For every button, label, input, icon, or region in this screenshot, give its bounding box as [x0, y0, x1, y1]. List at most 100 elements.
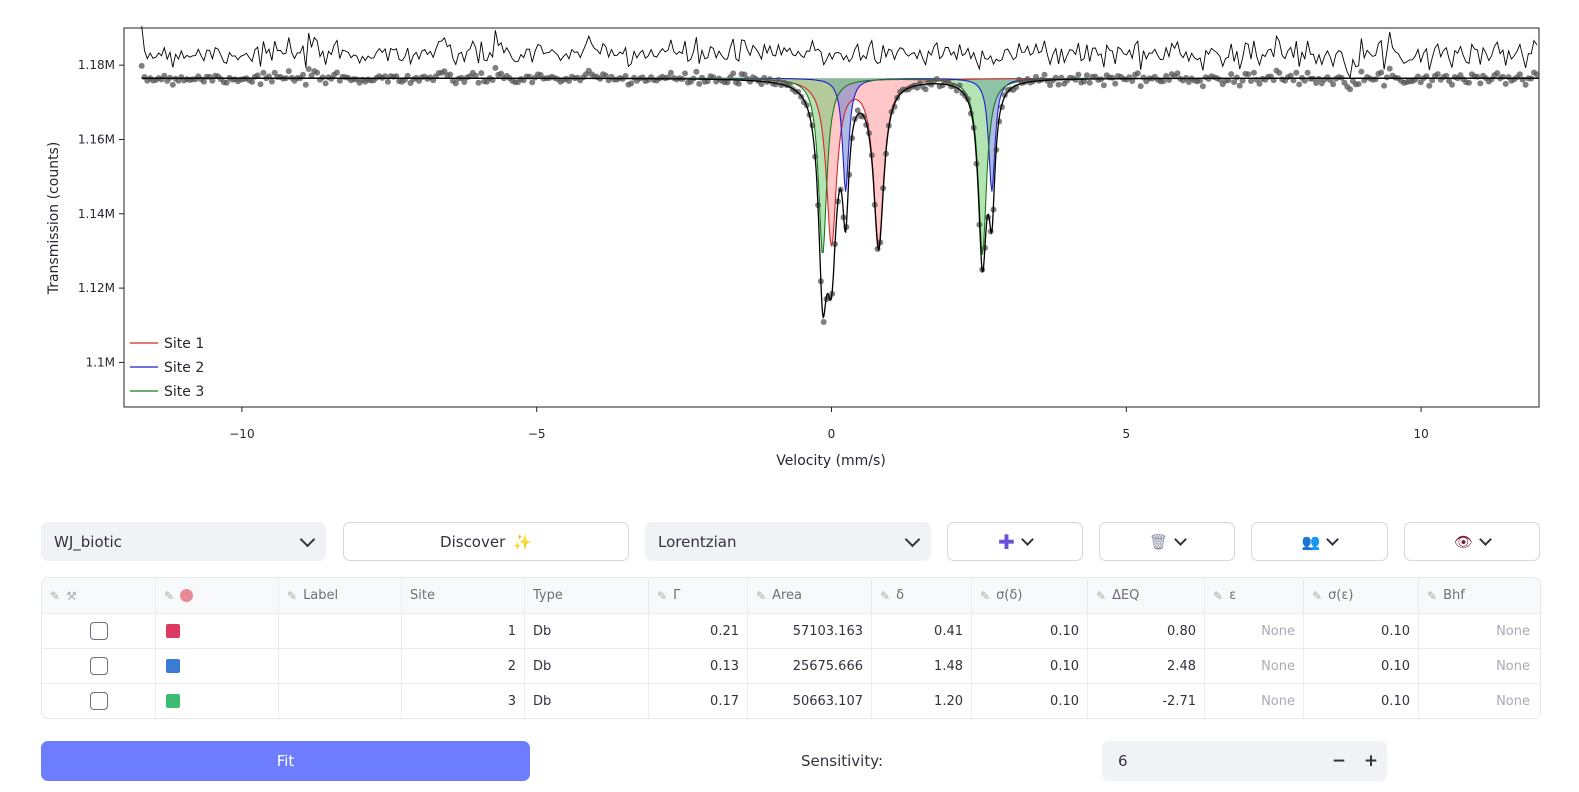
bhf-cell[interactable]: None — [1418, 649, 1538, 683]
column-header-bhf[interactable]: ✎ Bhf — [1418, 578, 1538, 613]
data-point — [285, 68, 292, 75]
tools-icon: ⚒ — [66, 588, 77, 603]
total-fit — [141, 77, 1539, 320]
table-row[interactable]: 2 Db 0.13 25675.666 1.48 0.10 2.48 None … — [42, 648, 1540, 683]
discover-button[interactable]: Discover ✨ — [343, 522, 629, 561]
data-point — [461, 79, 468, 85]
table-row[interactable]: 3 Db 0.17 50663.107 1.20 0.10 -2.71 None… — [42, 683, 1540, 718]
total-fit-line — [141, 77, 1539, 320]
view-button[interactable]: 👁 — [1404, 522, 1540, 561]
row-select-cell[interactable] — [42, 684, 155, 718]
fit-button[interactable]: Fit — [41, 741, 530, 781]
color-cell[interactable] — [155, 684, 278, 718]
data-point — [696, 80, 703, 87]
x-axis-label: Velocity (mm/s) — [776, 453, 886, 469]
delta-cell[interactable]: 0.41 — [871, 614, 971, 648]
deq-cell[interactable]: -2.71 — [1087, 684, 1204, 718]
column-header-label[interactable]: ✎ Label — [278, 578, 401, 613]
column-header-select[interactable]: ✎ ⚒ — [42, 578, 155, 613]
data-point — [1355, 81, 1362, 87]
row-select-cell[interactable] — [42, 614, 155, 648]
site-cell[interactable]: 3 — [401, 684, 524, 718]
data-point — [922, 86, 929, 93]
label-cell[interactable] — [278, 614, 401, 648]
eps-cell[interactable]: None — [1204, 614, 1303, 648]
area-cell[interactable]: 25675.666 — [747, 649, 871, 683]
color-cell[interactable] — [155, 649, 278, 683]
sites-table: ✎ ⚒ ✎ ✎ Label Site Type ✎ Γ ✎ Area ✎ δ ✎ σ(δ) … — [41, 577, 1541, 719]
site-fills — [141, 78, 1540, 255]
eps-cell[interactable]: None — [1204, 649, 1303, 683]
bhf-cell[interactable]: None — [1418, 614, 1538, 648]
column-header-type[interactable]: Type — [524, 578, 648, 613]
deq-cell[interactable]: 0.80 — [1087, 614, 1204, 648]
column-header-area[interactable]: ✎ Area — [747, 578, 871, 613]
bhf-cell[interactable]: None — [1418, 684, 1538, 718]
column-header-deq[interactable]: ✎ ΔEQ — [1087, 578, 1204, 613]
data-point — [271, 69, 278, 76]
column-header-sigma-delta[interactable]: ✎ σ(δ) — [971, 578, 1087, 613]
decrement-button[interactable]: − — [1331, 751, 1347, 771]
color-swatch[interactable] — [166, 659, 180, 673]
label-cell[interactable] — [278, 684, 401, 718]
delta-cell[interactable]: 1.20 — [871, 684, 971, 718]
data-point — [1293, 69, 1300, 76]
column-header-eps[interactable]: ✎ ε — [1204, 578, 1303, 613]
data-point — [1372, 76, 1379, 83]
sensitivity-input[interactable]: 6 — [1118, 752, 1128, 770]
row-select-cell[interactable] — [42, 649, 155, 683]
add-site-button[interactable]: ✚ — [947, 522, 1083, 561]
deq-cell[interactable]: 2.48 — [1087, 649, 1204, 683]
sigma-delta-cell[interactable]: 0.10 — [971, 684, 1087, 718]
x-axis-ticks: −10 −5 0 5 10 — [229, 407, 1429, 441]
data-point — [1347, 86, 1354, 93]
column-header-sigma-eps[interactable]: ✎ σ(ε) — [1303, 578, 1418, 613]
data-point — [622, 73, 629, 79]
column-header-color[interactable]: ✎ — [155, 578, 278, 613]
data-point — [1055, 81, 1062, 88]
sigma-eps-cell[interactable]: 0.10 — [1303, 614, 1418, 648]
eps-cell[interactable]: None — [1204, 684, 1303, 718]
sigma-delta-cell[interactable]: 0.10 — [971, 649, 1087, 683]
group-button[interactable]: 👥 — [1251, 522, 1388, 561]
data-point — [766, 76, 773, 83]
gamma-cell[interactable]: 0.13 — [648, 649, 747, 683]
column-header-delta[interactable]: ✎ δ — [871, 578, 971, 613]
color-cell[interactable] — [155, 614, 278, 648]
type-cell[interactable]: Db — [524, 684, 648, 718]
delta-cell[interactable]: 1.48 — [871, 649, 971, 683]
lineshape-select[interactable]: Lorentzian — [645, 522, 931, 561]
color-swatch[interactable] — [166, 624, 180, 638]
row-checkbox[interactable] — [89, 657, 108, 675]
type-cell[interactable]: Db — [524, 614, 648, 648]
site-cell[interactable]: 2 — [401, 649, 524, 683]
dataset-select[interactable]: WJ_biotic — [41, 522, 326, 561]
column-header-site[interactable]: Site — [401, 578, 524, 613]
site-cell[interactable]: 1 — [401, 614, 524, 648]
data-point — [305, 66, 312, 72]
mossbauer-spectrum-chart: −10 −5 0 5 10 1.1M 1.12M 1.14M 1.16M 1.18M Site … — [46, 26, 1540, 469]
label-cell[interactable] — [278, 649, 401, 683]
column-header-gamma[interactable]: ✎ Γ — [648, 578, 747, 613]
sigma-eps-cell[interactable]: 0.10 — [1303, 684, 1418, 718]
sensitivity-stepper[interactable]: 6 − + — [1102, 741, 1387, 781]
data-point — [1304, 69, 1311, 76]
discover-label: Discover — [440, 532, 506, 551]
row-checkbox[interactable] — [89, 622, 108, 640]
area-cell[interactable]: 57103.163 — [747, 614, 871, 648]
gamma-cell[interactable]: 0.17 — [648, 684, 747, 718]
table-row[interactable]: 1 Db 0.21 57103.163 0.41 0.10 0.80 None … — [42, 613, 1540, 648]
data-point — [384, 78, 391, 85]
color-swatch[interactable] — [166, 694, 180, 708]
increment-button[interactable]: + — [1363, 751, 1379, 771]
data-point — [1137, 83, 1144, 90]
area-cell[interactable]: 50663.107 — [747, 684, 871, 718]
data-point — [1228, 71, 1235, 78]
sigma-delta-cell[interactable]: 0.10 — [971, 614, 1087, 648]
sigma-eps-cell[interactable]: 0.10 — [1303, 649, 1418, 683]
sensitivity-label: Sensitivity: — [801, 752, 884, 770]
type-cell[interactable]: Db — [524, 649, 648, 683]
gamma-cell[interactable]: 0.21 — [648, 614, 747, 648]
row-checkbox[interactable] — [89, 692, 108, 710]
delete-site-button[interactable]: 🗑 — [1099, 522, 1235, 561]
